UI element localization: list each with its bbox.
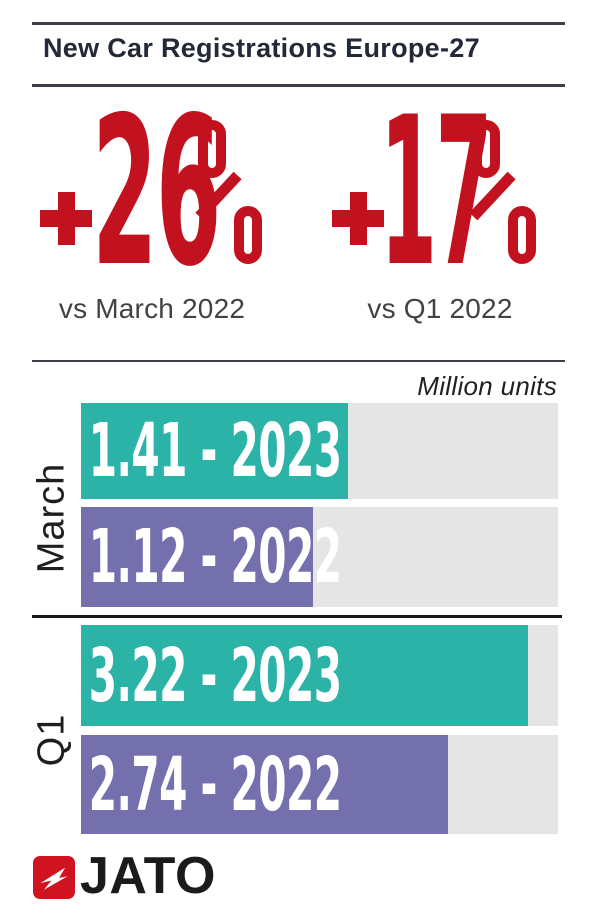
bar-track: 1.41 - 2023	[81, 403, 558, 499]
group-divider	[32, 615, 562, 618]
title-divider	[32, 84, 565, 87]
top-divider	[32, 22, 565, 25]
highlight-q1-value: 17	[320, 74, 560, 312]
jato-logo-text: JATO	[80, 847, 216, 905]
percent-icon	[469, 120, 536, 264]
highlight-q1-number: 17	[380, 74, 493, 312]
bar-march-2022: 1.12 - 2022	[81, 507, 342, 607]
bar-value-label: 2.74 - 2022	[88, 741, 342, 828]
bar-track: 1.12 - 2022	[81, 507, 558, 607]
percent-top-ring	[198, 120, 226, 178]
percent-icon	[195, 120, 262, 264]
bar-value-label: 1.12 - 2022	[88, 514, 342, 600]
plus-icon	[40, 192, 92, 245]
percent-bottom-ring	[234, 206, 262, 264]
bar-value-label: 1.41 - 2023	[88, 408, 342, 494]
bar-march-2023: 1.41 - 2023	[81, 403, 349, 499]
bar-q1-2023: 3.22 - 2023	[81, 625, 528, 726]
group-label-march: March	[30, 462, 73, 574]
bar-track: 3.22 - 2023	[81, 625, 558, 726]
bar-q1-2022: 2.74 - 2022	[81, 735, 448, 834]
percent-bottom-ring	[508, 206, 536, 264]
group-label-q1: Q1	[30, 713, 73, 767]
highlight-q1-caption: vs Q1 2022	[367, 293, 513, 324]
jato-logo-icon	[33, 856, 75, 899]
bar-track: 2.74 - 2022	[81, 735, 558, 834]
page-title: New Car Registrations Europe-27	[43, 33, 480, 63]
plus-icon	[332, 192, 384, 245]
units-label: Million units	[417, 371, 557, 401]
chart-top-divider	[32, 360, 565, 362]
highlight-march: 26 vs March 2022	[32, 91, 272, 333]
jato-arrow-icon	[40, 867, 68, 890]
highlight-march-caption: vs March 2022	[58, 293, 246, 324]
highlight-march-value: 26	[32, 91, 272, 296]
percent-top-ring	[472, 120, 500, 178]
highlight-q1: 17 vs Q1 2022	[320, 74, 560, 333]
bar-value-label: 3.22 - 2023	[88, 632, 342, 719]
